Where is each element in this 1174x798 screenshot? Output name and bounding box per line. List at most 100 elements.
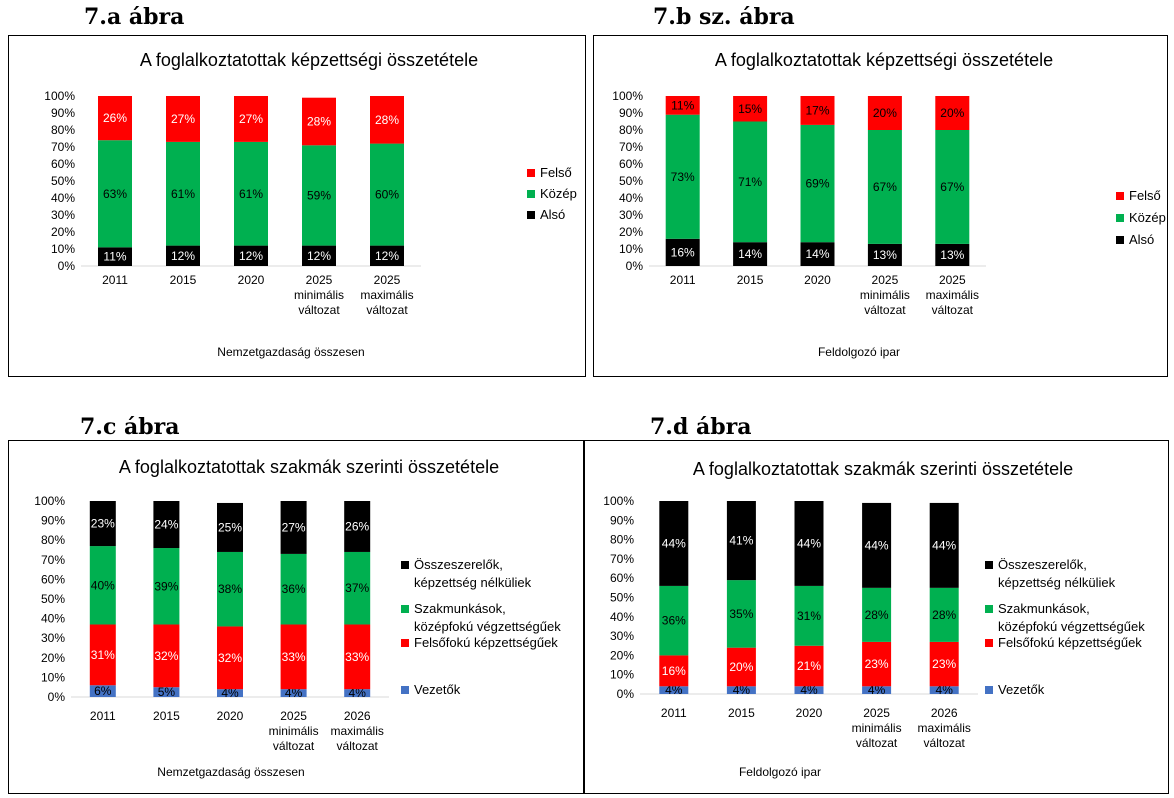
y-tick-label: 50% (41, 592, 65, 606)
legend-swatch (1116, 236, 1124, 244)
bar-segment (302, 145, 336, 246)
bar-segment (280, 624, 307, 690)
y-tick-label: 100% (612, 89, 643, 103)
y-tick-label: 60% (51, 157, 75, 171)
data-label: 60% (375, 188, 399, 202)
legend-label: Szakmunkások, (998, 601, 1090, 616)
bar-segment (234, 245, 268, 266)
data-label: 33% (345, 650, 369, 664)
y-tick-label: 40% (619, 191, 643, 205)
x-tick-label: 2020 (238, 273, 265, 287)
y-tick-label: 30% (51, 208, 75, 222)
data-label: 44% (865, 538, 889, 552)
bar-segment (935, 130, 970, 244)
bar-segment (929, 587, 959, 642)
legend-label: Alsó (1129, 232, 1154, 247)
x-tick-label: változat (366, 303, 408, 317)
data-label: 12% (375, 249, 399, 263)
chart-title: A foglalkoztatottak szakmák szerinti öss… (693, 459, 1073, 479)
x-tick-label: minimális (852, 721, 902, 735)
data-label: 4% (800, 683, 818, 697)
data-label: 27% (239, 112, 263, 126)
y-tick-label: 70% (619, 140, 643, 154)
bar-segment (280, 553, 307, 625)
legend-swatch (401, 605, 409, 613)
y-tick-label: 30% (41, 631, 65, 645)
x-tick-label: 2020 (804, 273, 831, 287)
data-label: 41% (729, 534, 753, 548)
x-tick-label: 2020 (217, 709, 244, 723)
legend-label: Felsőfokú képzettségűek (998, 635, 1142, 650)
legend-label: képzettség nélküliek (998, 575, 1116, 590)
data-label: 20% (729, 660, 753, 674)
data-label: 35% (729, 607, 753, 621)
bar-segment (89, 624, 116, 686)
data-label: 27% (282, 520, 306, 534)
x-axis-title: Feldolgozó ipar (818, 345, 900, 359)
bar-segment (726, 501, 756, 581)
data-label: 69% (805, 177, 829, 191)
figure-label-d: 7.d ábra (650, 414, 752, 440)
bar-segment (862, 686, 892, 694)
legend-swatch (527, 190, 535, 198)
data-label: 4% (733, 683, 751, 697)
bar-segment (935, 96, 970, 130)
legend-swatch (985, 686, 993, 694)
data-label: 71% (738, 175, 762, 189)
x-axis-title: Nemzetgazdaság összesen (157, 765, 304, 779)
legend-swatch (401, 639, 409, 647)
x-tick-label: 2015 (170, 273, 197, 287)
data-label: 28% (307, 115, 331, 129)
data-label: 12% (307, 249, 331, 263)
data-label: 20% (873, 106, 897, 120)
data-label: 44% (797, 536, 821, 550)
bar-segment (800, 96, 835, 125)
chart-title: A foglalkoztatottak képzettségi összetét… (140, 50, 478, 70)
bar-segment (800, 124, 835, 243)
x-tick-label: 2011 (661, 706, 687, 720)
y-tick-label: 80% (51, 123, 75, 137)
bar-segment (344, 501, 371, 552)
legend-label: Szakmunkások, (414, 601, 506, 616)
legend-label: Közép (540, 186, 577, 201)
y-tick-label: 90% (51, 106, 75, 120)
y-tick-label: 0% (626, 259, 644, 273)
y-tick-label: 90% (41, 514, 65, 528)
data-label: 23% (91, 517, 115, 531)
legend-label: Alsó (540, 207, 565, 222)
figure-label-b: 7.b sz. ábra (653, 4, 795, 30)
bar-segment (98, 247, 132, 266)
figure-label-c: 7.c ábra (80, 414, 180, 440)
data-label: 12% (239, 249, 263, 263)
y-tick-label: 50% (619, 174, 643, 188)
bar-segment (794, 645, 824, 687)
y-tick-label: 60% (41, 572, 65, 586)
bar-segment (726, 647, 756, 687)
bar-segment (166, 141, 200, 246)
x-tick-label: maximális (360, 288, 413, 302)
data-label: 28% (932, 608, 956, 622)
data-label: 63% (103, 187, 127, 201)
data-label: 28% (865, 608, 889, 622)
bar-segment (794, 501, 824, 586)
bar-segment (217, 689, 243, 697)
x-tick-label: minimális (860, 288, 910, 302)
x-tick-label: 2015 (153, 709, 180, 723)
bar-segment (302, 97, 336, 146)
data-label: 44% (932, 538, 956, 552)
bar-segment (665, 238, 700, 266)
legend-label: középfokú végzettségűek (998, 619, 1145, 634)
bar-segment (659, 585, 689, 656)
data-label: 26% (345, 519, 369, 533)
data-label: 32% (218, 651, 242, 665)
y-tick-label: 30% (619, 208, 643, 222)
legend-swatch (527, 211, 535, 219)
data-label: 13% (940, 248, 964, 262)
legend-label: képzettség nélküliek (414, 575, 532, 590)
x-tick-label: 2020 (796, 706, 823, 720)
chart-panel-a: A foglalkoztatottak képzettségi összetét… (8, 35, 586, 377)
chart-title: A foglalkoztatottak képzettségi összetét… (715, 50, 1053, 70)
bar-segment (370, 245, 404, 266)
data-label: 5% (158, 685, 176, 699)
data-label: 31% (91, 648, 115, 662)
